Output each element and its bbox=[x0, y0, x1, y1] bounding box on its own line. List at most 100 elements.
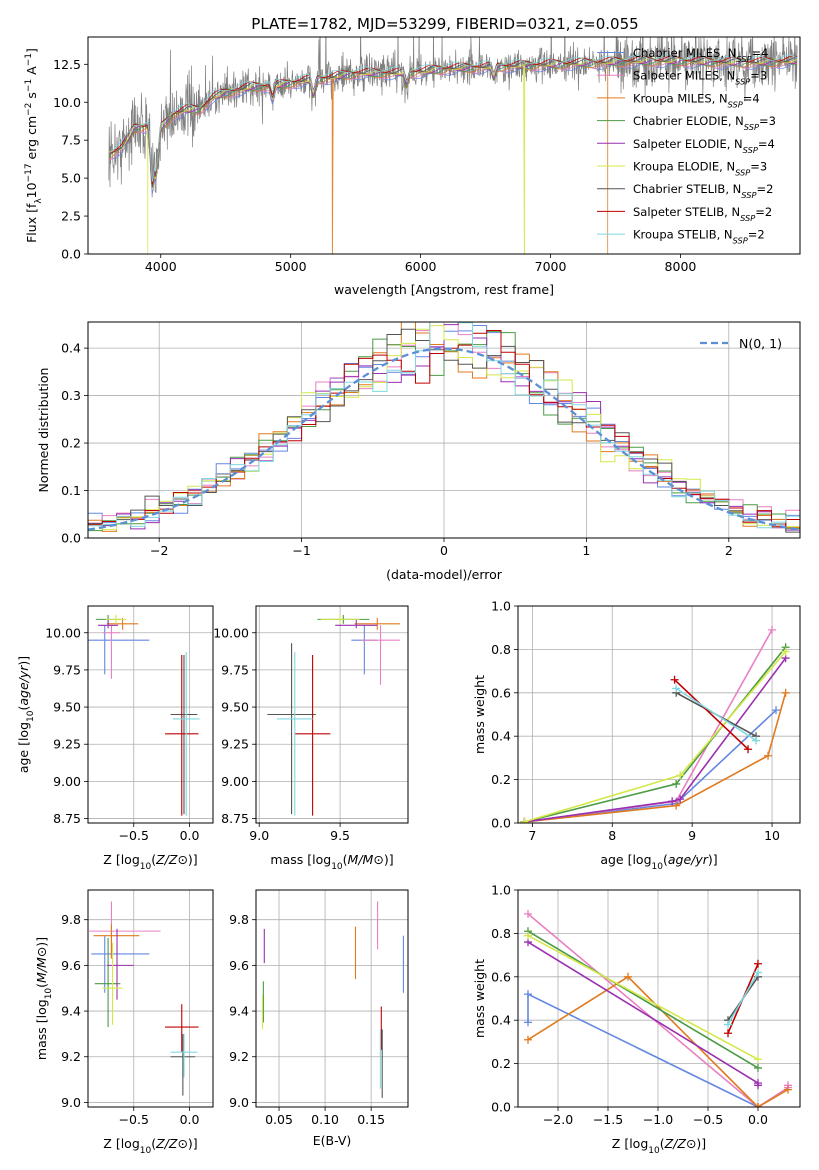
x-tick-label: −2 bbox=[150, 543, 168, 558]
legend-entry: Chabrier ELODIE, NSSP=3 bbox=[633, 114, 776, 132]
x-axis-label: wavelength [Angstrom, rest frame] bbox=[334, 282, 554, 297]
axes-frame bbox=[87, 321, 801, 539]
residual-histogram-chabrier-elodie bbox=[88, 330, 800, 532]
x-axis-label: Z [log10(Z/Z⊙)] bbox=[612, 1136, 706, 1156]
gridlines bbox=[88, 890, 213, 1107]
y-tick-label: 8.75 bbox=[53, 811, 81, 826]
y-tick-label: 9.75 bbox=[221, 662, 249, 677]
gridlines bbox=[256, 890, 408, 1107]
x-axis-label: age [log10(age/yr)] bbox=[600, 852, 717, 872]
data-point-marker bbox=[672, 801, 681, 810]
y-tick-label: 0.4 bbox=[61, 341, 81, 356]
legend-entry: Kroupa ELODIE, NSSP=3 bbox=[633, 160, 767, 178]
panel-residuals: −2 −1 0 1 2 0.0 0.1 0.2 0.3 0.4 (data-model)/error… bbox=[36, 321, 801, 582]
data-point-marker bbox=[724, 1029, 732, 1038]
y-tick-label: 0.0 bbox=[491, 1100, 511, 1115]
plot-area bbox=[520, 625, 790, 823]
data-point-marker bbox=[676, 795, 685, 804]
mass-weight-line-salpeter-elodie bbox=[524, 657, 787, 823]
panel-z-weight: −2.0 −1.5 −1.0 −0.5 0.0 0.0 0.2 0.4 0.6 0.8 1.0 Z [… bbox=[472, 883, 801, 1156]
x-tick-label: −0.5 bbox=[693, 1112, 723, 1127]
panel-z-age: −0.5 0.0 8.75 9.00 9.25 9.50 9.75 10.00 Z [log10… bbox=[16, 605, 214, 872]
data-point-marker bbox=[672, 779, 681, 788]
data-point-marker bbox=[524, 1035, 532, 1044]
legend: N(0, 1) bbox=[700, 336, 782, 351]
data-point-marker bbox=[781, 647, 790, 656]
y-tick-label: 1.0 bbox=[491, 599, 511, 614]
data-point-marker bbox=[524, 1018, 532, 1027]
y-tick-label: 8.75 bbox=[221, 811, 249, 826]
y-tick-label: 1.0 bbox=[491, 883, 511, 898]
y-tick-label: 10.00 bbox=[45, 625, 81, 640]
y-axis-label: Normed distribution bbox=[36, 368, 51, 493]
x-axis-label: E(B-V) bbox=[313, 1133, 352, 1148]
legend-entry: Salpeter MILES, NSSP=3 bbox=[633, 69, 767, 87]
data-point-marker bbox=[768, 625, 777, 634]
plot-area bbox=[261, 901, 404, 1098]
y-tick-label: 9.50 bbox=[53, 700, 81, 715]
gridlines bbox=[518, 605, 800, 824]
y-tick-label: 0.0 bbox=[491, 816, 511, 831]
x-axis-label: Z [log10(Z/Z⊙)] bbox=[103, 852, 197, 872]
x-tick-label: 0.0 bbox=[180, 828, 200, 843]
model-spectrum-kroupa-stelib bbox=[108, 54, 798, 182]
plot-area bbox=[524, 909, 792, 1107]
gridlines bbox=[518, 889, 800, 1108]
y-tick-label: 9.4 bbox=[229, 1004, 249, 1019]
data-point-marker bbox=[784, 1085, 792, 1094]
x-tick-label: 8000 bbox=[665, 259, 697, 274]
x-tick-label: 7000 bbox=[535, 259, 567, 274]
plot-area bbox=[267, 614, 400, 816]
mass-weight-line-kroupa-miles bbox=[527, 975, 789, 1107]
x-tick-label: −2.0 bbox=[543, 1112, 573, 1127]
normal-curve bbox=[88, 347, 800, 531]
axes-frame bbox=[255, 889, 409, 1108]
legend-entry: Kroupa MILES, NSSP=4 bbox=[633, 91, 760, 109]
data-point-marker bbox=[754, 1063, 762, 1072]
legend-entry: Chabrier STELIB, NSSP=2 bbox=[633, 182, 773, 200]
panel-spectrum: 4000 5000 6000 7000 8000 0.0 2.5 5.0 7.5 10.0 12.5… bbox=[24, 36, 801, 297]
panel-age-weight: 7 8 9 10 0.0 0.2 0.4 0.6 0.8 1.0 age [log10(age/yr… bbox=[472, 599, 801, 872]
data-point-marker bbox=[781, 688, 790, 697]
y-tick-label: 12.5 bbox=[53, 57, 81, 72]
data-point-marker bbox=[754, 968, 762, 977]
model-spectrum-salpeter-miles bbox=[108, 61, 798, 191]
x-tick-label: 10 bbox=[764, 828, 780, 843]
model-spectrum-chabrier-elodie bbox=[108, 59, 798, 189]
y-tick-label: 5.0 bbox=[61, 171, 81, 186]
x-tick-label: 9 bbox=[688, 828, 696, 843]
y-tick-label: 10.0 bbox=[53, 95, 81, 110]
panel-mass-age: 9.0 9.5 8.75 9.00 9.25 9.50 9.75 10.00 mass [log… bbox=[213, 605, 409, 872]
data-point-marker bbox=[524, 931, 532, 940]
data-point-marker bbox=[754, 1055, 762, 1064]
data-point-marker bbox=[524, 990, 532, 999]
x-axis-label: mass [log10(M/M⊙)] bbox=[270, 852, 393, 872]
mass-weight-line-salpeter-stelib bbox=[674, 679, 749, 750]
x-tick-label: 4000 bbox=[145, 259, 177, 274]
y-tick-label: 0.8 bbox=[491, 642, 511, 657]
data-point-marker bbox=[520, 817, 529, 823]
y-tick-label: 9.2 bbox=[61, 1049, 81, 1064]
legend-entry: Salpeter STELIB, NSSP=2 bbox=[633, 205, 772, 223]
axes-frame bbox=[517, 605, 801, 824]
y-tick-label: 9.0 bbox=[229, 1095, 249, 1110]
residual-histogram-kroupa-stelib bbox=[88, 322, 800, 529]
x-tick-label: 0.0 bbox=[748, 1112, 768, 1127]
x-tick-label: 0 bbox=[440, 543, 448, 558]
y-tick-label: 0.4 bbox=[491, 729, 511, 744]
y-axis-label: age [log10(age/yr)] bbox=[16, 656, 36, 773]
plot-area bbox=[89, 901, 199, 1096]
residual-histogram-kroupa-elodie bbox=[88, 325, 800, 531]
axes-frame bbox=[87, 889, 214, 1108]
y-tick-label: 0.0 bbox=[61, 531, 81, 546]
panels: 4000 5000 6000 7000 80000.02.55.07.510.012.5… bbox=[16, 36, 801, 1156]
y-tick-label: 0.8 bbox=[491, 926, 511, 941]
x-tick-label: −0.5 bbox=[119, 828, 149, 843]
y-tick-label: 0.6 bbox=[491, 969, 511, 984]
y-tick-label: 9.8 bbox=[61, 912, 81, 927]
y-tick-label: 9.6 bbox=[229, 958, 249, 973]
y-tick-label: 7.5 bbox=[61, 133, 81, 148]
mass-weight-line-kroupa-elodie bbox=[527, 934, 759, 1061]
legend-entry: Salpeter ELODIE, NSSP=4 bbox=[633, 137, 775, 155]
x-tick-label: −0.5 bbox=[119, 1112, 149, 1127]
